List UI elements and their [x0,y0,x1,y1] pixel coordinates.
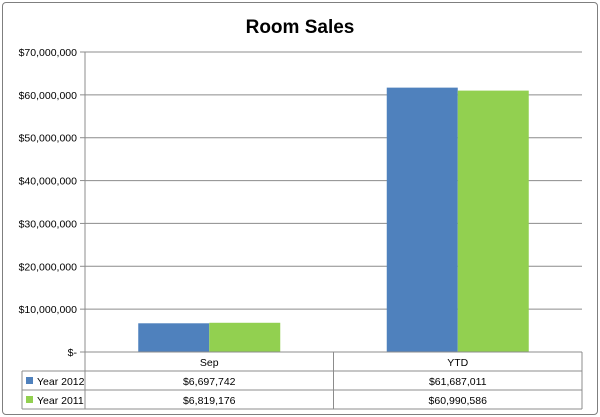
legend-swatch [26,396,33,403]
y-tick-label: $- [68,347,78,359]
bar-year-2012-sep [138,323,210,352]
y-tick-label: $70,000,000 [19,47,78,59]
y-tick-label: $40,000,000 [19,176,78,188]
data-table-value: $6,697,742 [183,376,236,388]
legend-series-name: Year 2012 [37,376,85,388]
legend-swatch [26,377,33,384]
data-table-value: $61,687,011 [429,376,487,388]
y-tick-label: $10,000,000 [19,304,78,316]
bar-year-2012-ytd [386,87,458,352]
chart-title: Room Sales [246,17,355,38]
y-tick-label: $60,000,000 [19,90,78,102]
y-tick-label: $20,000,000 [19,261,78,273]
bar-year-2011-sep [209,322,281,352]
bar-year-2011-ytd [457,90,529,353]
legend-series-name: Year 2011 [37,395,84,407]
category-label: YTD [447,357,468,369]
y-tick-label: $30,000,000 [19,218,78,230]
data-table-value: $60,990,586 [429,395,488,407]
category-label: Sep [200,357,219,369]
data-table-value: $6,819,176 [183,395,236,407]
y-tick-label: $50,000,000 [19,133,78,145]
